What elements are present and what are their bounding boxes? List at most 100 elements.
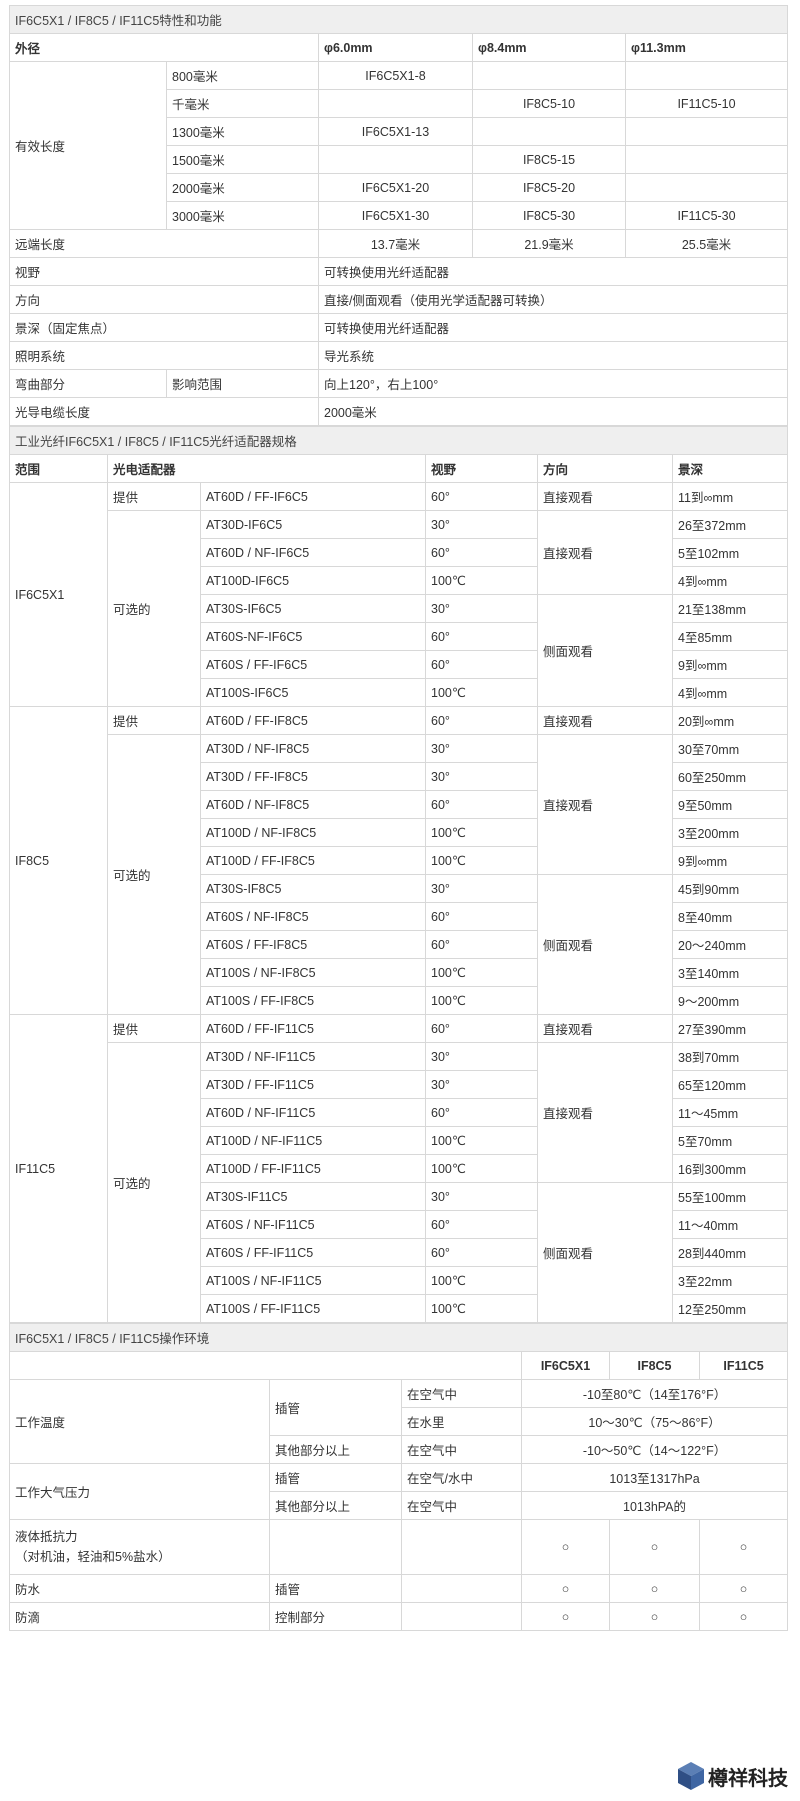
mark: ○ bbox=[521, 1602, 610, 1631]
provided-label: 提供 bbox=[107, 1014, 201, 1043]
adapter-name: AT100D / FF-IF11C5 bbox=[200, 1154, 426, 1183]
temp-other-air: 在空气中 bbox=[401, 1435, 522, 1464]
fov-value: 30° bbox=[425, 594, 538, 623]
model-cell: IF11C5-10 bbox=[624, 89, 789, 118]
fov-value: 60° bbox=[425, 482, 538, 511]
adapter-row: 可选的 AT30D / NF-IF11C5 30° 直接观看 38到70mm bbox=[10, 1042, 788, 1323]
optional-label: 可选的 bbox=[107, 1042, 201, 1323]
effective-length-label: 有效长度 bbox=[9, 61, 167, 230]
adapter-row: AT100S / FF-IF11C5 100℃ 12至250mm bbox=[10, 1294, 788, 1323]
adapter-name: AT60D / FF-IF8C5 bbox=[200, 706, 426, 735]
range-label: IF6C5X1 bbox=[9, 482, 108, 707]
model-cell: IF8C5-10 bbox=[472, 89, 626, 118]
direction-value: 直接观看 bbox=[537, 510, 673, 595]
dof-value: 8至40mm bbox=[672, 902, 788, 931]
pressure-label: 工作大气压力 bbox=[9, 1463, 270, 1520]
col-header: IF8C5 bbox=[609, 1351, 700, 1380]
dof-value: 20到∞mm bbox=[672, 706, 788, 735]
col-header: 光电适配器 bbox=[107, 454, 426, 483]
mark: ○ bbox=[698, 1574, 789, 1603]
mark: ○ bbox=[521, 1574, 610, 1603]
dof-value: 26至372mm bbox=[672, 510, 788, 539]
range-label: IF8C5 bbox=[9, 706, 108, 1015]
length-row: 3000毫米 IF6C5X1-30 IF8C5-30 IF11C5-30 bbox=[10, 201, 789, 230]
adapter-name: AT60D / FF-IF11C5 bbox=[200, 1014, 426, 1043]
dof-value: 5至102mm bbox=[672, 538, 788, 567]
col-header: 范围 bbox=[9, 454, 108, 483]
col-header: φ11.3mm bbox=[624, 33, 789, 62]
temp-other-value: -10～50℃（14～122°F） bbox=[520, 1435, 789, 1464]
dof-value: 55至100mm bbox=[672, 1182, 788, 1211]
pressure-insert-value: 1013至1317hPa bbox=[520, 1463, 789, 1492]
fov-value: 30° bbox=[425, 510, 538, 539]
dof-value: 3至22mm bbox=[672, 1266, 788, 1295]
model-cell: IF6C5X1-20 bbox=[318, 173, 473, 202]
adapter-name: AT100D-IF6C5 bbox=[200, 566, 426, 595]
direction-label: 方向 bbox=[9, 285, 319, 314]
adapter-name: AT60S / NF-IF11C5 bbox=[200, 1210, 426, 1239]
model-cell bbox=[472, 117, 626, 146]
adapter-name: AT100S / NF-IF8C5 bbox=[200, 958, 426, 987]
model-cell: IF6C5X1-8 bbox=[318, 61, 473, 90]
dof-value: 28到440mm bbox=[672, 1238, 788, 1267]
fov-label: 视野 bbox=[9, 257, 319, 286]
tip-length-label: 远端长度 bbox=[9, 229, 319, 258]
adapter-name: AT30D / NF-IF8C5 bbox=[200, 734, 426, 763]
fov-value: 100℃ bbox=[425, 958, 538, 987]
features-table: IF6C5X1 / IF8C5 / IF11C5特性和功能 外径 φ6.0mm … bbox=[8, 5, 789, 426]
dof-value: 9至50mm bbox=[672, 790, 788, 819]
fov-value: 60° bbox=[425, 1210, 538, 1239]
direction-value: 侧面观看 bbox=[537, 874, 673, 1015]
cube-logo-icon bbox=[678, 1762, 704, 1790]
fov-value: 100℃ bbox=[425, 818, 538, 847]
dof-value: 3至140mm bbox=[672, 958, 788, 987]
adapter-row: AT60S / FF-IF6C5 60° 9到∞mm bbox=[10, 650, 788, 679]
range-label: IF11C5 bbox=[9, 1014, 108, 1323]
dof-value: 27至390mm bbox=[672, 1014, 788, 1043]
optional-label: 可选的 bbox=[107, 510, 201, 707]
environment-table: IF6C5X1 / IF8C5 / IF11C5操作环境 IF6C5X1 IF8… bbox=[8, 1323, 789, 1631]
pressure-other: 其他部分以上 bbox=[269, 1491, 402, 1520]
direction-value: 直接/侧面观看（使用光学适配器可转换） bbox=[317, 285, 789, 314]
dof-value: 3至200mm bbox=[672, 818, 788, 847]
pressure-other-env: 在空气中 bbox=[401, 1491, 522, 1520]
adapter-name: AT100S / FF-IF11C5 bbox=[200, 1294, 426, 1323]
mark: ○ bbox=[609, 1602, 700, 1631]
cable-value: 2000毫米 bbox=[317, 397, 789, 426]
cell: 21.9毫米 bbox=[472, 229, 626, 258]
model-cell: IF6C5X1-13 bbox=[318, 117, 473, 146]
adapter-row: AT100S-IF6C5 100℃ 4到∞mm bbox=[10, 678, 788, 707]
adapter-name: AT100D / NF-IF8C5 bbox=[200, 818, 426, 847]
direction-value: 直接观看 bbox=[537, 734, 673, 875]
adapter-name: AT60S / FF-IF11C5 bbox=[200, 1238, 426, 1267]
fov-value: 30° bbox=[425, 1042, 538, 1071]
direction-value: 直接观看 bbox=[537, 706, 673, 735]
lighting-value: 导光系统 bbox=[317, 341, 789, 370]
provided-label: 提供 bbox=[107, 706, 201, 735]
liquid-label-line1: 液体抵抗力 bbox=[15, 1530, 78, 1544]
adapter-name: AT100S / NF-IF11C5 bbox=[200, 1266, 426, 1295]
model-cell bbox=[624, 61, 789, 90]
liquid-label: 液体抵抗力 （对机油，轻油和5%盐水） bbox=[9, 1519, 270, 1575]
pressure-other-value: 1013hPA的 bbox=[520, 1491, 789, 1520]
fov-value: 30° bbox=[425, 762, 538, 791]
fov-value: 60° bbox=[425, 902, 538, 931]
adapter-name: AT30D-IF6C5 bbox=[200, 510, 426, 539]
adapter-name: AT60D / FF-IF6C5 bbox=[200, 482, 426, 511]
fov-value: 100℃ bbox=[425, 678, 538, 707]
drip-label: 防滴 bbox=[9, 1602, 270, 1631]
fov-value: 30° bbox=[425, 734, 538, 763]
waterproof-label: 防水 bbox=[9, 1574, 270, 1603]
dof-label: 景深（固定焦点） bbox=[9, 313, 319, 342]
dof-value: 11～45mm bbox=[672, 1098, 788, 1127]
adapter-name: AT60S / FF-IF6C5 bbox=[200, 650, 426, 679]
fov-value: 60° bbox=[425, 1014, 538, 1043]
temp-label: 工作温度 bbox=[9, 1379, 270, 1464]
outer-diameter-label: 外径 bbox=[9, 33, 319, 62]
adapter-name: AT100S / FF-IF8C5 bbox=[200, 986, 426, 1015]
adapter-row: AT100D / FF-IF11C5 100℃ 16到300mm bbox=[10, 1154, 788, 1183]
direction-value: 直接观看 bbox=[537, 482, 673, 511]
adapter-name: AT60S-NF-IF6C5 bbox=[200, 622, 426, 651]
liquid-label-line2: （对机油，轻油和5%盐水） bbox=[15, 1550, 171, 1564]
model-cell bbox=[318, 89, 473, 118]
